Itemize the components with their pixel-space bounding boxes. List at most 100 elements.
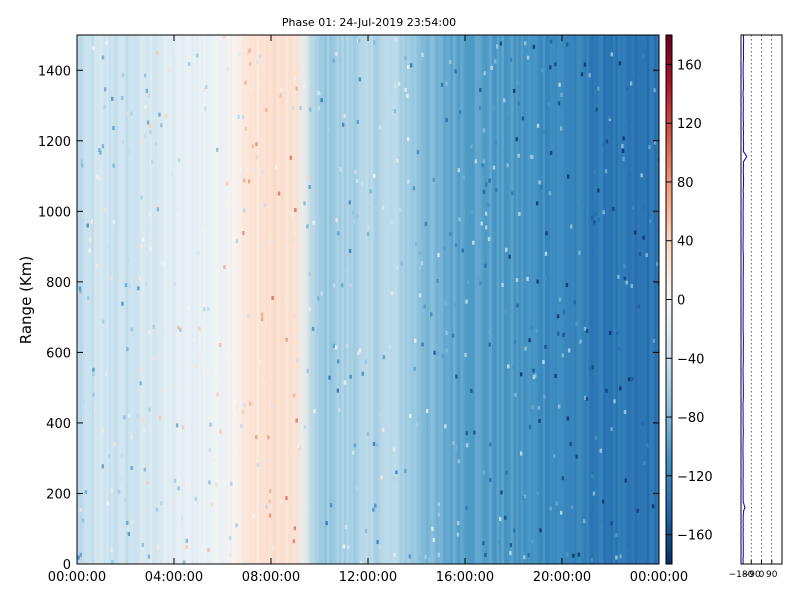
heatmap-cell <box>126 347 129 352</box>
heatmap-column <box>263 35 267 564</box>
heatmap-cell <box>461 248 464 253</box>
profile-line <box>742 34 748 565</box>
heatmap-column <box>501 35 505 564</box>
heatmap-cell <box>625 280 628 285</box>
heatmap-cell <box>588 73 591 78</box>
heatmap-cell <box>187 306 191 311</box>
heatmap-cell <box>484 211 488 216</box>
heatmap-cell <box>112 220 115 225</box>
heatmap-cell <box>476 282 479 287</box>
heatmap-cell <box>532 44 536 49</box>
heatmap-cell <box>126 111 129 116</box>
heatmap-column <box>159 35 163 564</box>
heatmap-column <box>414 35 417 564</box>
heatmap-column <box>118 35 121 564</box>
heatmap-cell <box>185 538 189 543</box>
heatmap-cell <box>110 488 114 493</box>
heatmap-cell <box>228 553 232 558</box>
heatmap-cell <box>126 258 129 263</box>
heatmap-cell <box>532 368 535 373</box>
heatmap-cell <box>479 281 482 286</box>
heatmap-cell <box>539 528 542 533</box>
heatmap-cell <box>329 503 333 508</box>
heatmap-cell <box>562 309 566 314</box>
heatmap-column <box>438 35 442 564</box>
heatmap-column <box>477 35 480 564</box>
heatmap-cell <box>531 405 534 410</box>
heatmap-column <box>443 35 446 564</box>
heatmap-cell <box>444 424 447 429</box>
heatmap-column <box>651 35 655 564</box>
heatmap-column <box>210 35 214 564</box>
heatmap-cell <box>542 129 545 134</box>
heatmap-column <box>542 35 546 564</box>
heatmap-cell <box>246 51 249 56</box>
heatmap-column <box>321 35 325 564</box>
heatmap-cell <box>351 210 355 215</box>
heatmap-column <box>198 35 201 564</box>
y-tick-label: 200 <box>46 487 71 502</box>
heatmap-cell <box>213 457 216 462</box>
heatmap-cell <box>128 149 131 154</box>
heatmap-column <box>377 35 381 564</box>
heatmap-cell <box>532 375 536 380</box>
heatmap-cell <box>390 291 394 296</box>
heatmap-cell <box>505 247 508 252</box>
heatmap-column <box>540 35 543 564</box>
heatmap-cell <box>160 388 163 393</box>
heatmap-cell <box>235 405 239 410</box>
heatmap-column <box>574 35 577 564</box>
heatmap-cell <box>111 560 114 564</box>
heatmap-column <box>120 35 124 564</box>
heatmap-column <box>343 35 347 564</box>
heatmap-cell <box>184 481 188 486</box>
heatmap-cell <box>378 413 381 418</box>
heatmap-cell <box>179 327 182 332</box>
heatmap-cell <box>90 219 94 224</box>
heatmap-cell <box>296 358 299 363</box>
heatmap-cell <box>470 144 473 149</box>
heatmap-cell <box>144 105 147 110</box>
heatmap-column <box>625 35 628 564</box>
heatmap-column <box>290 35 294 564</box>
profile-x-tick-label: −90 <box>742 570 761 580</box>
heatmap-cell <box>388 344 392 349</box>
heatmap-cell <box>437 253 440 258</box>
heatmap-cell <box>271 557 275 562</box>
heatmap-cell <box>423 304 426 309</box>
heatmap-cell <box>648 219 652 224</box>
y-tick-label: 1400 <box>38 64 71 79</box>
heatmap-cell <box>216 392 219 397</box>
heatmap-cell <box>95 175 99 180</box>
heatmap-cell <box>421 52 424 57</box>
heatmap-cell <box>205 85 208 90</box>
heatmap-column <box>232 35 235 564</box>
heatmap-column <box>254 35 257 564</box>
profile-plot: −180−900 90 <box>729 34 783 580</box>
heatmap-cell <box>238 51 241 56</box>
heatmap-cell <box>272 545 275 550</box>
heatmap-cell <box>457 459 460 464</box>
heatmap-cell <box>602 210 605 215</box>
heatmap-cell <box>519 372 523 377</box>
heatmap-column <box>557 35 560 564</box>
heatmap-cell <box>512 88 516 93</box>
heatmap-column <box>360 35 364 564</box>
heatmap-cell <box>562 332 565 337</box>
heatmap-cell <box>487 237 491 242</box>
heatmap-cell <box>454 303 457 308</box>
heatmap-cell <box>292 393 296 398</box>
heatmap-cell <box>361 182 364 187</box>
heatmap-cell <box>454 243 458 248</box>
heatmap-cell <box>226 181 229 186</box>
heatmap-column <box>632 35 636 564</box>
heatmap-cell <box>137 286 140 291</box>
heatmap-column <box>348 35 352 564</box>
heatmap-cell <box>131 519 134 524</box>
heatmap-cell <box>143 73 147 78</box>
heatmap-column <box>639 35 643 564</box>
heatmap-cell <box>258 54 262 59</box>
heatmap-cell <box>86 223 89 228</box>
heatmap-cell <box>99 150 102 155</box>
heatmap-cell <box>194 363 198 368</box>
